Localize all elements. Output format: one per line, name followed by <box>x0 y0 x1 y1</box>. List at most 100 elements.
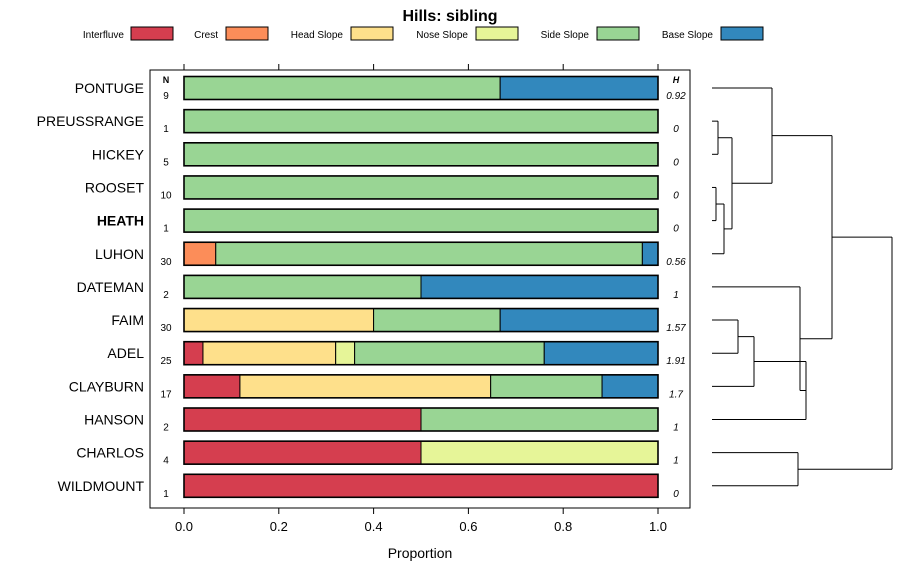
bar-outline <box>183 208 659 233</box>
chart-title: Hills: sibling <box>402 8 497 25</box>
legend-swatch <box>475 26 519 41</box>
row-label: HICKEY <box>92 146 145 162</box>
x-tick-label: 1.0 <box>649 519 667 534</box>
bar-segment <box>499 308 659 333</box>
bar-outline <box>183 473 659 499</box>
legend-label: Base Slope <box>662 30 714 41</box>
row-h-value: 1 <box>673 423 679 434</box>
bar-segment <box>490 374 603 399</box>
legend-swatch <box>596 26 640 41</box>
x-tick-label: 0.2 <box>270 519 288 534</box>
h-header: H <box>673 75 680 85</box>
bar-outline <box>183 75 659 101</box>
row-label: CHARLOS <box>76 445 144 461</box>
bar-segment <box>543 341 659 366</box>
row-n-value: 1 <box>163 489 169 500</box>
x-axis-label: Proportion <box>388 545 453 561</box>
bar-segment <box>499 76 659 100</box>
row-h-value: 1.7 <box>669 389 683 400</box>
row-labels-group: PONTUGE 9 0.92 PREUSSRANGE 1 0 HICKEY 5 0 ROOSET 1… <box>37 80 687 500</box>
bar-segment <box>183 473 659 498</box>
row-n-value: 30 <box>160 323 172 334</box>
row-label: PREUSSRANGE <box>37 113 144 129</box>
bar-outline <box>183 340 659 366</box>
bar-segment <box>420 274 659 299</box>
row-h-value: 1.91 <box>666 356 685 367</box>
bar-outline <box>183 142 659 167</box>
dendrogram <box>712 87 893 487</box>
row-h-value: 1 <box>673 290 679 301</box>
row-label: LUHON <box>95 246 144 262</box>
bar-segment <box>335 341 356 366</box>
row-n-value: 17 <box>160 389 172 400</box>
legend-label: Head Slope <box>291 30 344 41</box>
x-tick-label: 0.6 <box>459 519 477 534</box>
row-h-value: 1 <box>673 456 679 467</box>
x-tick-label: 0.0 <box>175 519 193 534</box>
row-h-value: 0 <box>673 157 679 168</box>
x-axis: 0.0 0.2 0.4 0.6 0.8 1.0 <box>175 64 667 534</box>
bar-segment <box>601 374 659 399</box>
row-n-value: 1 <box>163 224 169 235</box>
row-n-value: 25 <box>160 356 172 367</box>
row-label: FAIM <box>111 312 144 328</box>
bar-segment <box>183 175 659 200</box>
legend-swatch <box>225 26 269 41</box>
bar-segment <box>183 142 659 167</box>
legend: Interfluve Crest Head Slope Nose Slope Side … <box>83 26 764 41</box>
row-label: ROOSET <box>85 179 145 195</box>
row-h-value: 0 <box>673 224 679 235</box>
bar-outline <box>183 307 659 333</box>
row-h-value: 0 <box>673 190 679 201</box>
row-label: ADEL <box>107 345 144 361</box>
x-tick-label: 0.4 <box>365 519 383 534</box>
row-n-value: 2 <box>163 290 169 301</box>
bar-segment <box>183 274 422 299</box>
row-n-value: 2 <box>163 423 169 434</box>
row-n-value: 30 <box>160 257 172 268</box>
legend-label: Nose Slope <box>416 30 468 41</box>
bar-segment <box>202 341 337 366</box>
legend-label: Crest <box>194 30 218 41</box>
row-h-value: 0.92 <box>666 91 686 102</box>
bar-segment <box>420 407 659 432</box>
bar-segment <box>183 374 241 399</box>
bar-outline <box>183 440 659 465</box>
bar-segment <box>641 241 659 266</box>
legend-swatch <box>720 26 764 41</box>
bar-segment <box>420 440 659 465</box>
bar-segment <box>183 208 659 233</box>
legend-swatch <box>350 26 394 41</box>
row-n-value: 1 <box>163 124 169 135</box>
row-label: CLAYBURN <box>69 378 144 394</box>
bar-segment <box>373 308 501 333</box>
bar-segment <box>183 109 659 134</box>
bar-outline <box>183 407 659 432</box>
bar-segment <box>239 374 492 399</box>
row-h-value: 0 <box>673 124 679 135</box>
bar-segment <box>354 341 545 366</box>
row-label: HANSON <box>84 412 144 428</box>
row-n-value: 9 <box>163 91 169 102</box>
bar-outline <box>183 241 659 267</box>
x-tick-label: 0.8 <box>554 519 572 534</box>
bar-segment <box>183 407 422 432</box>
bar-segment <box>183 440 422 465</box>
legend-swatch <box>130 26 174 41</box>
plot-frame <box>149 69 691 509</box>
legend-label: Side Slope <box>541 30 590 41</box>
row-label: PONTUGE <box>75 80 144 96</box>
row-h-value: 1.57 <box>666 323 686 334</box>
row-n-value: 5 <box>163 157 169 168</box>
bar-segment <box>215 241 643 266</box>
row-label: WILDMOUNT <box>58 478 145 494</box>
row-label: DATEMAN <box>77 279 144 295</box>
bar-outline <box>183 274 659 300</box>
row-h-value: 0 <box>673 489 679 500</box>
bar-segment <box>183 76 501 100</box>
row-h-value: 0.56 <box>666 257 686 268</box>
legend-label: Interfluve <box>83 30 125 41</box>
bar-outline <box>183 175 659 200</box>
bar-segment <box>183 341 204 366</box>
